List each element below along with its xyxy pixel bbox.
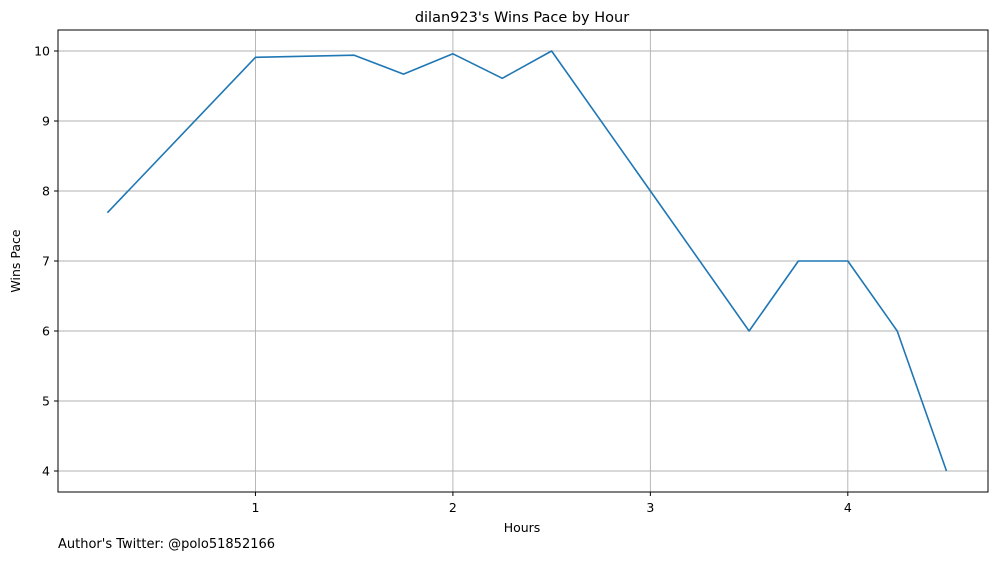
x-tick-label: 2 — [449, 500, 457, 515]
y-tick-label: 4 — [42, 464, 50, 479]
chart-title: dilan923's Wins Pace by Hour — [415, 10, 629, 26]
y-tick-label: 6 — [42, 324, 50, 339]
series-group — [106, 50, 948, 472]
grid — [58, 30, 988, 492]
y-tick-label: 8 — [42, 184, 50, 199]
author-credit: Author's Twitter: @polo51852166 — [58, 537, 276, 552]
y-tick-label: 7 — [42, 254, 50, 269]
x-tick-label: 4 — [844, 500, 852, 515]
y-ticks: 4 5 6 7 8 9 10 — [34, 44, 58, 479]
y-tick-label: 9 — [42, 114, 50, 129]
x-tick-label: 1 — [251, 500, 259, 515]
x-tick-label: 3 — [646, 500, 654, 515]
y-tick-label: 10 — [34, 44, 50, 59]
x-axis-label: Hours — [504, 520, 541, 535]
y-axis-label: Wins Pace — [8, 229, 23, 292]
x-ticks: 1 2 3 4 — [251, 492, 852, 515]
y-tick-label: 5 — [42, 394, 50, 409]
series-line — [106, 50, 948, 472]
